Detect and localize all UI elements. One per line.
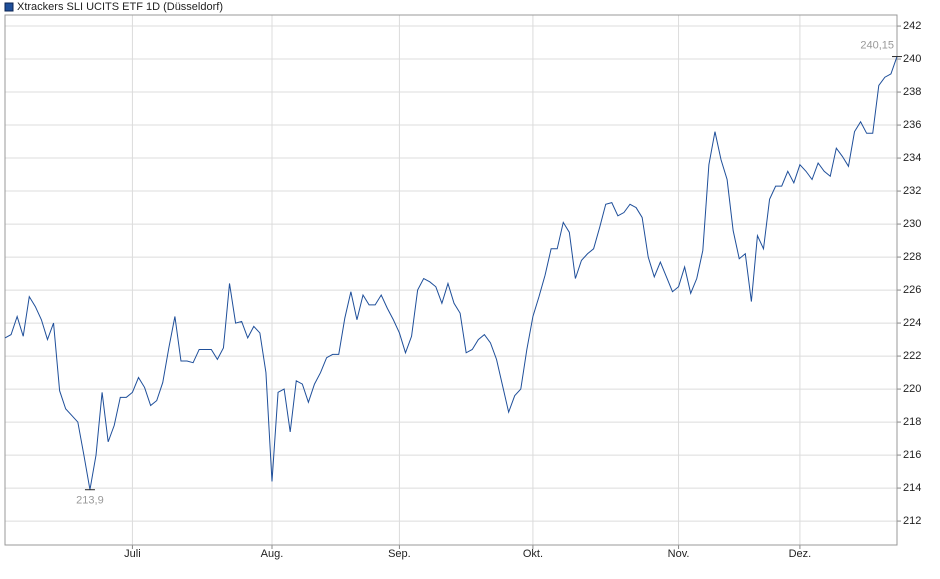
x-tick-label: Juli [124,548,141,560]
y-tick-label: 228 [903,251,921,263]
y-tick-label: 236 [903,119,921,131]
price-line [4,56,898,490]
x-tick-label: Sep. [388,548,411,560]
y-tick-label: 234 [903,152,921,164]
y-tick-label: 218 [903,416,921,428]
y-tick-label: 232 [903,185,921,197]
value-label: 240,15 [860,39,894,51]
y-tick-label: 212 [903,515,921,527]
legend-swatch [4,2,14,12]
y-tick-label: 230 [903,218,921,230]
y-tick-label: 220 [903,383,921,395]
y-tick-label: 216 [903,449,921,461]
y-tick-label: 240 [903,53,921,65]
legend-label: Xtrackers SLI UCITS ETF 1D (Düsseldorf) [17,1,223,13]
y-tick-label: 242 [903,20,921,32]
value-label: 213,9 [76,495,104,507]
y-tick-label: 238 [903,86,921,98]
x-tick-label: Aug. [261,548,284,560]
x-tick-label: Dez. [789,548,812,560]
y-tick-label: 222 [903,350,921,362]
y-tick-label: 214 [903,482,921,494]
y-tick-label: 224 [903,317,921,329]
x-tick-label: Okt. [523,548,543,560]
x-tick-label: Nov. [668,548,690,560]
plot-frame [4,14,898,546]
y-tick-label: 226 [903,284,921,296]
